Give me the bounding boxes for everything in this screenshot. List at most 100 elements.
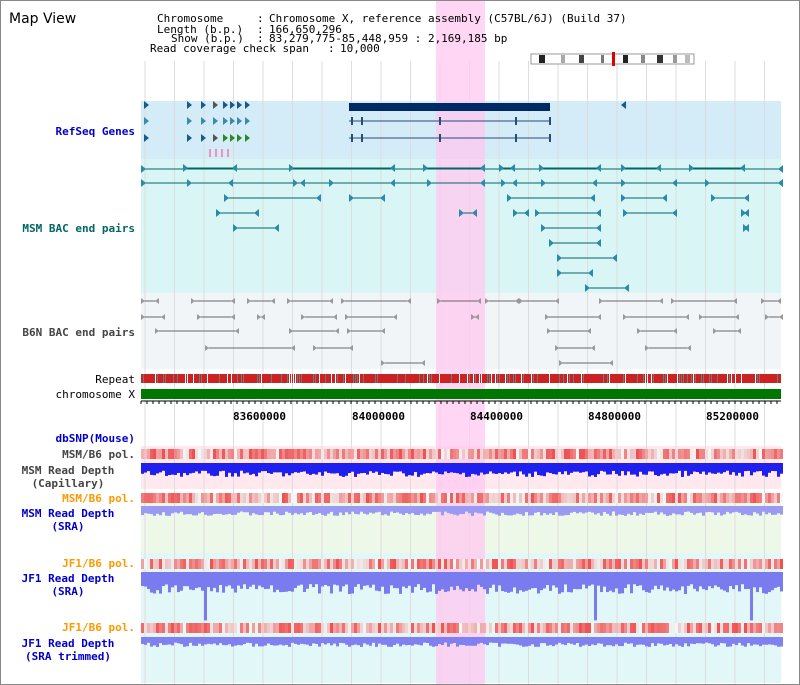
polymorphism-cell <box>303 493 306 503</box>
polymorphism-cell <box>636 449 639 459</box>
polymorphism-cell <box>372 559 375 569</box>
polymorphism-cell <box>423 493 426 503</box>
read-depth-bar <box>732 572 735 590</box>
read-depth-bar <box>480 572 483 587</box>
polymorphism-cell <box>780 493 783 503</box>
polymorphism-cell <box>609 449 612 459</box>
read-depth-bar <box>780 572 783 592</box>
track-label-refseq[interactable]: RefSeq Genes <box>55 125 135 138</box>
read-depth-bar <box>264 572 267 590</box>
polymorphism-cell <box>183 559 186 569</box>
track-label-b6n-bac[interactable]: B6N BAC end pairs <box>22 326 135 339</box>
polymorphism-cell <box>732 493 735 503</box>
track-label-jf1-depth-trimmed[interactable]: JF1 Read Depth (SRA trimmed) <box>1 637 135 663</box>
read-depth-bar <box>744 463 747 472</box>
track-label-msm-b6-pol-1[interactable]: MSM/B6 pol. <box>62 448 135 461</box>
read-depth-bar <box>639 637 642 645</box>
read-depth-bar <box>543 463 546 477</box>
bac-end-marker <box>316 194 321 202</box>
polymorphism-cell <box>621 559 624 569</box>
polymorphism-cell <box>303 559 306 569</box>
bac-end-marker <box>423 164 428 172</box>
read-depth-bar <box>432 637 435 647</box>
repeat-segment <box>293 374 294 383</box>
polymorphism-cell <box>510 493 513 503</box>
polymorphism-cell <box>663 559 666 569</box>
repeat-segment <box>231 374 232 383</box>
read-depth-bar <box>528 637 531 646</box>
read-depth-bar <box>291 572 294 592</box>
polymorphism-cell <box>531 449 534 459</box>
read-depth-bar <box>603 463 606 472</box>
read-depth-bar <box>201 572 204 591</box>
polymorphism-cell <box>633 493 636 503</box>
read-depth-bar <box>438 506 441 512</box>
read-depth-bar <box>639 506 642 514</box>
polymorphism-cell <box>618 623 621 633</box>
read-depth-bar <box>162 572 165 587</box>
read-depth-bar <box>516 463 519 477</box>
read-depth-bar <box>222 637 225 646</box>
read-depth-bar <box>495 463 498 474</box>
track-label-dbsnp[interactable]: dbSNP(Mouse) <box>55 432 135 445</box>
track-label-jf1-b6-pol-2[interactable]: JF1/B6 pol. <box>62 621 135 634</box>
read-depth-bar <box>543 572 546 589</box>
read-depth-bar <box>477 637 480 644</box>
polymorphism-cell <box>687 493 690 503</box>
repeat-segment <box>563 374 564 383</box>
repeat-segment <box>163 374 164 383</box>
read-depth-bar <box>228 572 231 586</box>
repeat-segment <box>533 374 534 383</box>
polymorphism-cell <box>510 623 513 633</box>
polymorphism-cell <box>609 623 612 633</box>
read-depth-bar <box>324 506 327 516</box>
polymorphism-cell <box>621 493 624 503</box>
polymorphism-cell <box>237 559 240 569</box>
track-label-jf1-depth-sra[interactable]: JF1 Read Depth (SRA) <box>1 572 135 598</box>
polymorphism-cell <box>543 493 546 503</box>
repeat-segment <box>693 374 694 383</box>
track-label-jf1-b6-pol-1[interactable]: JF1/B6 pol. <box>62 557 135 570</box>
polymorphism-cell <box>333 493 336 503</box>
read-depth-bar <box>696 572 699 592</box>
read-depth-bar <box>468 463 471 477</box>
track-label-msm-depth-sra[interactable]: MSM Read Depth (SRA) <box>1 507 135 533</box>
polymorphism-cell <box>252 449 255 459</box>
repeat-segment <box>573 374 574 383</box>
repeat-segment <box>363 374 364 383</box>
polymorphism-cell <box>651 559 654 569</box>
polymorphism-cell <box>516 623 519 633</box>
read-depth-bar <box>717 572 720 588</box>
polymorphism-cell <box>249 449 252 459</box>
read-depth-bar <box>504 637 507 644</box>
read-depth-bar <box>342 572 345 587</box>
track-label-msm-bac[interactable]: MSM BAC end pairs <box>22 222 135 235</box>
track-label-msm-depth-capillary[interactable]: MSM Read Depth (Capillary) <box>1 464 135 490</box>
read-depth-bar <box>621 463 624 472</box>
polymorphism-cell <box>228 449 231 459</box>
polymorphism-cell <box>294 559 297 569</box>
track-label-chromosome[interactable]: chromosome X <box>55 388 135 401</box>
repeat-segment <box>515 374 516 383</box>
repeat-segment <box>487 374 488 383</box>
repeat-segment <box>337 374 338 383</box>
track-label-msm-b6-pol-2[interactable]: MSM/B6 pol. <box>62 492 135 505</box>
repeat-segment <box>755 374 756 383</box>
polymorphism-cell <box>747 623 750 633</box>
read-depth-bar <box>441 637 444 646</box>
read-depth-bar <box>165 637 168 645</box>
polymorphism-cell <box>726 493 729 503</box>
read-depth-bar <box>552 506 555 516</box>
repeat-segment <box>241 374 242 383</box>
polymorphism-cell <box>192 623 195 633</box>
read-depth-bar <box>771 637 774 645</box>
polymorphism-cell <box>276 449 279 459</box>
polymorphism-cell <box>552 559 555 569</box>
track-label-repeat[interactable]: Repeat <box>95 373 135 386</box>
read-depth-bar <box>144 572 147 587</box>
polymorphism-cell <box>585 559 588 569</box>
read-depth-bar <box>717 463 720 473</box>
read-depth-bar <box>261 506 264 515</box>
